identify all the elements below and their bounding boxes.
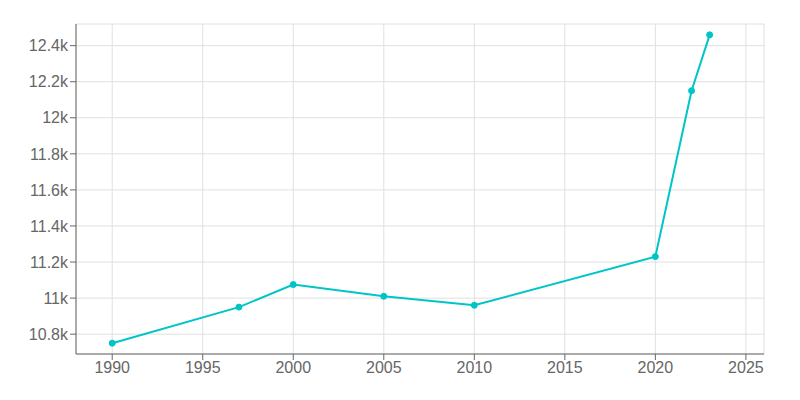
svg-text:10.8k: 10.8k: [29, 326, 69, 343]
svg-text:1995: 1995: [185, 359, 221, 376]
svg-text:2025: 2025: [728, 359, 764, 376]
svg-text:2010: 2010: [457, 359, 493, 376]
svg-text:2015: 2015: [547, 359, 583, 376]
svg-text:12.2k: 12.2k: [29, 73, 69, 90]
svg-text:2000: 2000: [275, 359, 311, 376]
svg-text:2020: 2020: [638, 359, 674, 376]
svg-text:12.4k: 12.4k: [29, 37, 69, 54]
svg-text:2005: 2005: [366, 359, 402, 376]
svg-text:11k: 11k: [43, 290, 69, 307]
svg-text:1990: 1990: [94, 359, 130, 376]
svg-text:12k: 12k: [42, 109, 69, 126]
svg-text:11.4k: 11.4k: [30, 218, 69, 235]
svg-text:11.6k: 11.6k: [30, 182, 69, 199]
svg-text:11.2k: 11.2k: [30, 254, 69, 271]
svg-text:11.8k: 11.8k: [30, 146, 69, 163]
